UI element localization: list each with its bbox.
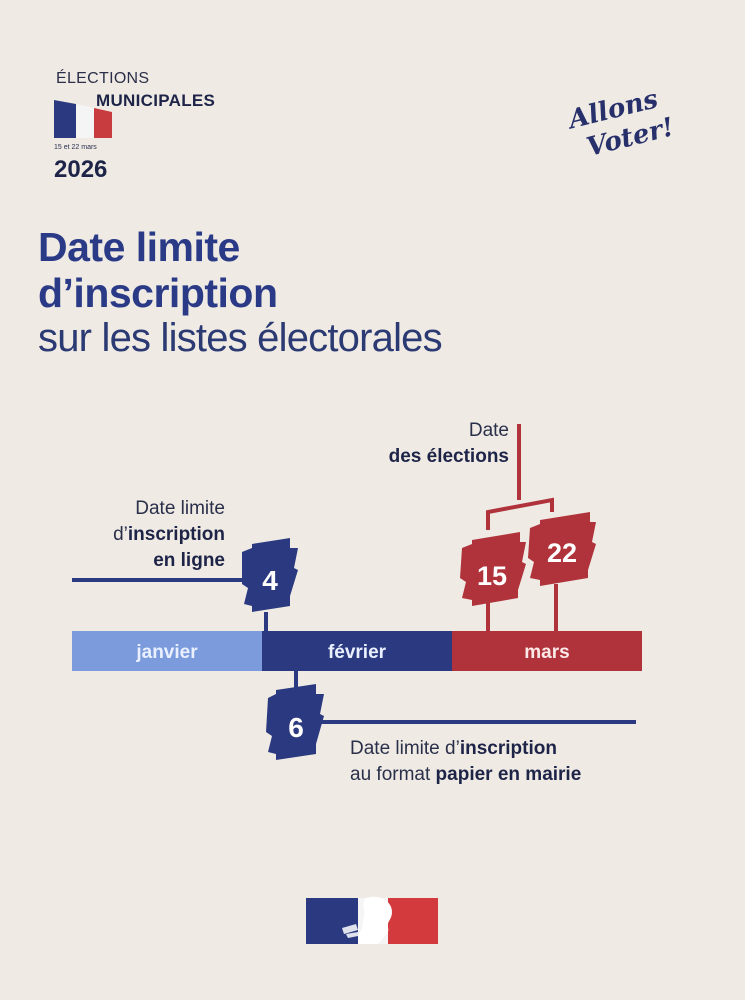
paper-deadline-note: Date limite d’inscription au format papi…	[350, 736, 581, 788]
online-note-line-1: Date limite	[135, 498, 225, 519]
month-bar-february	[262, 631, 452, 671]
paper-note-prefix-1: Date limite d’	[350, 738, 460, 759]
online-deadline-day: 4	[262, 565, 278, 596]
online-deadline-marker: 4	[242, 538, 298, 612]
elections-label: ÉLECTIONS	[56, 70, 150, 87]
paper-note-bold-2: papier en mairie	[435, 764, 582, 785]
month-label-february: février	[327, 642, 387, 663]
french-flag-icon	[54, 100, 112, 138]
election-day-2: 22	[547, 538, 577, 568]
election-note-line-1: Date	[468, 420, 509, 441]
election-date-note: Date des élections	[389, 418, 509, 470]
election-day-1: 15	[477, 561, 507, 591]
online-note-line-3: en ligne	[153, 550, 225, 571]
election-year: 2026	[54, 156, 108, 183]
title-line-1: Date limite	[38, 224, 240, 270]
online-note-bold: inscription	[127, 524, 225, 545]
allons-voter-logo: Allons Voter!	[563, 84, 673, 163]
election-note-line-2: des élections	[388, 446, 509, 467]
election-day-2-marker: 22	[528, 512, 596, 586]
municipales-label: MUNICIPALES	[96, 91, 216, 110]
election-dates-small: 15 et 22 mars	[54, 144, 97, 151]
title-line-2: d’inscription	[38, 270, 278, 316]
title-line-3: sur les listes électorales	[38, 316, 443, 360]
election-day-1-marker: 15	[460, 532, 526, 606]
month-bar-march	[452, 631, 642, 671]
paper-note-prefix-2: au format	[350, 764, 436, 785]
month-label-march: mars	[524, 642, 570, 663]
paper-deadline-day: 6	[288, 712, 304, 743]
paper-deadline-marker: 6	[266, 684, 324, 760]
online-note-prefix: d’	[113, 524, 128, 545]
paper-note-bold-1: inscription	[459, 738, 557, 759]
republique-francaise-logo	[306, 896, 438, 944]
online-deadline-note: Date limite d’inscription en ligne	[113, 496, 225, 574]
month-bar-january	[72, 631, 262, 671]
timeline-graphic: 4 6 15 22	[72, 424, 642, 760]
month-label-january: janvier	[136, 642, 198, 663]
